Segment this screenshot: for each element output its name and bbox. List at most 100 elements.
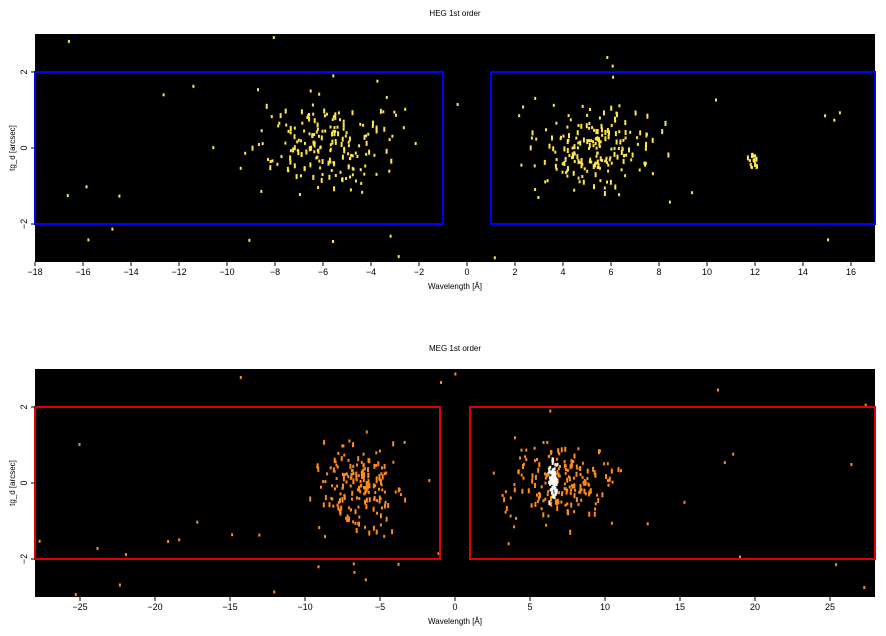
- meg-event-pixel: [376, 511, 378, 515]
- heg-event-pixel: [260, 129, 263, 133]
- heg-x-tick-label: 12: [750, 267, 760, 277]
- meg-event-pixel: [337, 451, 340, 455]
- heg-event-pixel: [588, 126, 591, 130]
- meg-x-axis: −25 −20 −15 −10 −5 0 5 10 15 20 25: [72, 597, 835, 612]
- meg-event-pixel: [316, 463, 319, 469]
- meg-event-pixel: [607, 479, 609, 483]
- meg-event-pixel: [593, 511, 596, 517]
- heg-event-pixel: [404, 107, 407, 111]
- heg-event-pixel: [269, 165, 272, 171]
- heg-event-pixel: [530, 136, 533, 140]
- meg-event-pixel: [549, 477, 552, 481]
- meg-event-pixel: [239, 376, 242, 379]
- heg-event-pixel: [359, 122, 362, 126]
- meg-event-pixel: [549, 409, 552, 413]
- heg-event-pixel: [752, 154, 755, 158]
- meg-event-pixel: [594, 472, 597, 478]
- heg-event-pixel: [315, 156, 318, 160]
- heg-event-pixel: [534, 96, 537, 100]
- heg-x-tick-label: −4: [366, 267, 376, 277]
- meg-event-pixel: [348, 506, 351, 510]
- meg-event-pixel: [568, 476, 571, 482]
- heg-event-pixel: [601, 133, 604, 137]
- meg-event-pixel: [594, 507, 597, 511]
- heg-event-pixel: [293, 145, 296, 151]
- meg-event-pixel: [580, 498, 583, 502]
- heg-event-pixel: [244, 151, 247, 155]
- heg-event-pixel: [586, 113, 589, 117]
- meg-event-pixel: [363, 486, 365, 489]
- heg-event-pixel: [344, 134, 347, 138]
- meg-event-pixel: [577, 503, 580, 507]
- meg-event-pixel: [351, 490, 354, 496]
- heg-event-pixel: [248, 238, 251, 242]
- heg-event-pixel: [618, 104, 621, 108]
- meg-event-pixel: [556, 462, 559, 466]
- heg-event-pixel: [631, 152, 634, 158]
- meg-event-pixel: [365, 486, 367, 492]
- meg-event-pixel: [367, 490, 370, 494]
- meg-event-pixel: [586, 477, 589, 481]
- heg-event-pixel: [552, 146, 555, 152]
- heg-event-pixel: [284, 141, 287, 145]
- heg-event-pixel: [375, 172, 378, 176]
- heg-event-pixel: [316, 155, 319, 159]
- meg-event-pixel: [581, 461, 584, 465]
- meg-event-pixel: [348, 439, 351, 443]
- meg-event-pixel: [582, 480, 585, 484]
- meg-event-pixel: [374, 484, 377, 488]
- meg-event-pixel: [342, 483, 344, 489]
- meg-event-pixel: [554, 494, 557, 500]
- heg-event-pixel: [277, 124, 280, 128]
- meg-event-pixel: [352, 471, 355, 475]
- heg-event-pixel: [331, 131, 334, 137]
- heg-event-pixel: [267, 158, 269, 161]
- heg-event-pixel: [332, 74, 335, 78]
- meg-event-pixel: [589, 489, 592, 495]
- meg-event-pixel: [178, 538, 181, 542]
- meg-event-pixel: [375, 529, 378, 535]
- meg-event-pixel: [345, 472, 348, 476]
- meg-event-pixel: [346, 518, 349, 522]
- meg-event-pixel: [380, 483, 383, 487]
- heg-event-pixel: [554, 163, 557, 169]
- heg-event-pixel: [612, 75, 615, 79]
- meg-event-pixel: [377, 461, 380, 467]
- heg-event-pixel: [520, 163, 523, 167]
- heg-event-pixel: [325, 112, 328, 116]
- heg-event-pixel: [329, 160, 332, 164]
- meg-event-pixel: [542, 441, 545, 444]
- heg-x-tick-label: −16: [75, 267, 90, 277]
- meg-event-pixel: [350, 472, 353, 478]
- meg-event-pixel: [342, 444, 345, 448]
- heg-event-pixel: [312, 112, 315, 116]
- heg-event-pixel: [359, 168, 362, 172]
- heg-event-pixel: [316, 149, 319, 153]
- heg-event-pixel: [257, 143, 260, 146]
- heg-event-pixel: [311, 103, 314, 107]
- meg-panel: MEG 1st order −25 −20 −15 −10 −5 0 5 10 15 20 25 −…: [8, 344, 876, 626]
- heg-event-pixel: [599, 156, 602, 162]
- meg-event-pixel: [551, 479, 554, 485]
- meg-event-pixel: [551, 474, 554, 478]
- meg-title: MEG 1st order: [429, 344, 481, 353]
- heg-event-pixel: [589, 157, 592, 163]
- meg-event-pixel: [606, 462, 609, 466]
- meg-event-pixel: [597, 498, 600, 504]
- meg-event-pixel: [556, 505, 559, 511]
- heg-event-pixel: [310, 145, 313, 151]
- meg-event-pixel: [610, 468, 613, 474]
- meg-event-pixel: [554, 487, 557, 493]
- meg-event-pixel: [492, 471, 495, 475]
- heg-event-pixel: [827, 238, 830, 242]
- heg-event-pixel: [610, 105, 613, 111]
- heg-event-pixel: [493, 256, 496, 260]
- heg-event-pixel: [604, 159, 607, 163]
- heg-event-pixel: [749, 162, 752, 166]
- heg-event-pixel: [385, 148, 388, 154]
- heg-event-pixel: [576, 130, 579, 136]
- heg-event-pixel: [611, 64, 614, 68]
- heg-event-pixel: [618, 193, 621, 197]
- heg-event-pixel: [341, 136, 344, 142]
